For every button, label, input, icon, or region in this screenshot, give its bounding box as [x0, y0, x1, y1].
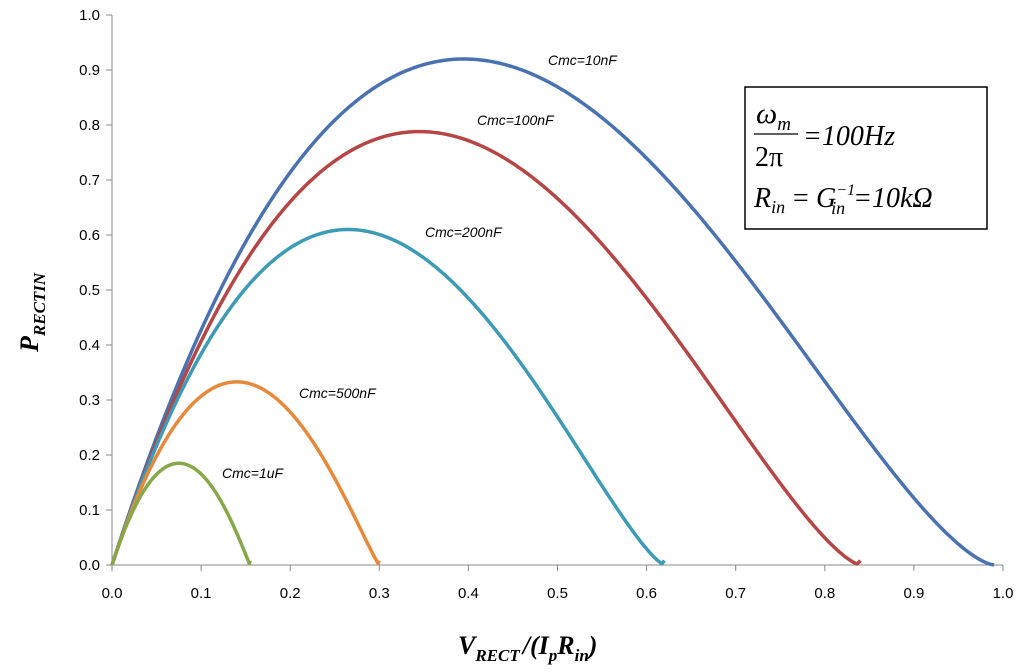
frequency-value: =100Hz	[803, 121, 895, 152]
resistance-value: =10kΩ	[853, 183, 933, 214]
x-title-r: R	[556, 631, 574, 660]
y-axis-title-sub: RECTIN	[30, 272, 49, 337]
r-symbol: R	[753, 183, 771, 214]
series-line-cmc-500nf	[110, 380, 381, 566]
x-tick-label: 0.4	[458, 585, 479, 602]
y-tick-label: 1.0	[79, 7, 100, 24]
omega-subscript: m	[777, 114, 791, 135]
axis-ticks	[106, 14, 1004, 571]
x-title-i-sub: p	[547, 646, 558, 665]
x-title-slash: /(	[521, 631, 541, 660]
x-title-i: I	[538, 631, 550, 660]
x-tick-label: 0.7	[725, 585, 746, 602]
x-tick-label: 0.5	[547, 585, 568, 602]
two-pi: 2π	[755, 142, 783, 173]
label-cmc-200nf: Cmc=200nF	[425, 224, 503, 240]
series-line-cmc-10nf	[110, 57, 995, 567]
y-tick-label: 0.9	[79, 62, 100, 79]
g-symbol: G	[816, 183, 836, 214]
y-tick-label: 0.8	[79, 117, 100, 134]
tick-labels: 0.0 0.1 0.2 0.3 0.4 0.5 0.6 0.7 0.8 0.9 1.0 0.0 0.1 0…	[79, 7, 1013, 602]
y-tick-label: 0.7	[79, 172, 100, 189]
label-cmc-1uf: Cmc=1uF	[222, 465, 285, 481]
x-axis-title: VRECT/(IpRin)	[458, 631, 597, 665]
equals-sign: =	[791, 183, 810, 214]
y-tick-label: 0.0	[79, 557, 100, 574]
series-curves	[110, 57, 995, 567]
x-title-v-sub: RECT	[474, 646, 520, 665]
x-tick-label: 0.6	[636, 585, 657, 602]
y-tick-label: 0.6	[79, 227, 100, 244]
y-tick-label: 0.5	[79, 282, 100, 299]
x-tick-label: 0.3	[369, 585, 390, 602]
x-tick-label: 0.8	[814, 585, 835, 602]
g-superscript: −1	[836, 182, 855, 199]
series-line-cmc-100nf	[110, 129, 862, 566]
y-tick-label: 0.4	[79, 337, 100, 354]
g-subscript: in	[831, 198, 845, 218]
svg-text:Rin=G−1in=10kΩ: Rin = G−1 in =10kΩ	[753, 182, 933, 218]
annotation-box	[744, 86, 988, 230]
y-axis-title: PRECTIN	[15, 272, 49, 353]
y-tick-label: 0.2	[79, 447, 100, 464]
omega-symbol: ω	[756, 97, 777, 130]
r-subscript: in	[771, 197, 785, 217]
x-tick-label: 0.0	[102, 585, 123, 602]
y-tick-label: 0.1	[79, 502, 100, 519]
x-tick-label: 1.0	[993, 585, 1014, 602]
label-cmc-100nf: Cmc=100nF	[477, 112, 555, 128]
label-cmc-10nf: Cmc=10nF	[548, 52, 618, 68]
y-axis-title-main: P	[15, 335, 44, 353]
series-line-cmc-200nf	[110, 227, 666, 566]
parameter-annotation: ωm 2π =100Hz Rin = G−1 in =10kΩ	[744, 86, 988, 230]
x-tick-label: 0.1	[191, 585, 212, 602]
x-title-r-sub: in	[575, 646, 589, 665]
label-cmc-500nf: Cmc=500nF	[299, 385, 377, 401]
x-tick-label: 0.9	[903, 585, 924, 602]
x-tick-label: 0.2	[280, 585, 301, 602]
x-title-close: )	[587, 631, 598, 660]
svg-text:ωm: ωm	[756, 97, 791, 135]
x-title-v: V	[458, 631, 478, 660]
y-tick-label: 0.3	[79, 392, 100, 409]
series-line-cmc-1uf	[110, 461, 252, 566]
